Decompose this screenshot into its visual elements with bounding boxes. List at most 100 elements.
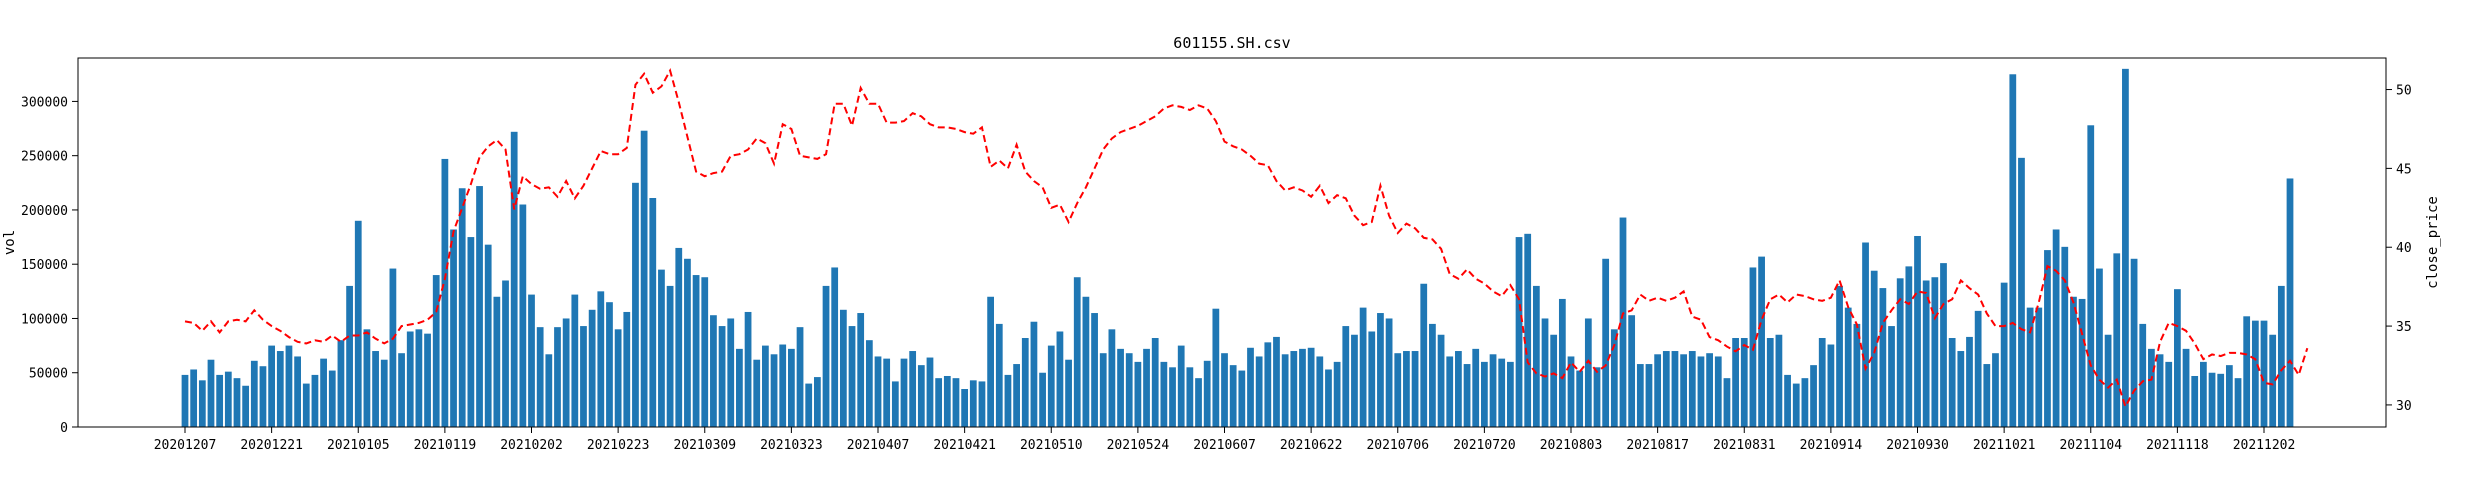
y2-tick-label: 30 <box>2396 399 2412 414</box>
volume-bar <box>398 353 405 427</box>
y2-tick-label: 50 <box>2396 84 2412 99</box>
volume-bar <box>1905 266 1913 427</box>
volume-bar <box>1377 313 1384 427</box>
volume-bar <box>337 340 345 427</box>
volume-bar <box>632 182 639 427</box>
volume-bar <box>1801 378 1809 427</box>
x-tick-label: 20211202 <box>2233 438 2296 453</box>
volume-bar <box>294 356 301 427</box>
volume-bar <box>1515 237 1523 427</box>
volume-bar <box>1186 367 1194 427</box>
x-tick-label: 20210817 <box>1626 438 1689 453</box>
volume-bar <box>1498 358 1506 427</box>
volume-bar <box>2251 320 2259 427</box>
volume-bar <box>2122 68 2129 427</box>
volume-bar <box>1948 338 1956 427</box>
volume-bar <box>1974 310 1982 427</box>
y-tick-label: 150000 <box>21 258 68 273</box>
volume-bar <box>865 340 873 427</box>
volume-bar <box>1697 356 1705 427</box>
volume-bar <box>198 380 206 427</box>
y-tick-label: 200000 <box>21 204 68 219</box>
volume-bar <box>406 331 414 427</box>
y-tick-label: 0 <box>60 421 68 436</box>
volume-bar <box>658 269 665 427</box>
volume-bar <box>1030 321 1038 427</box>
volume-bar <box>978 381 986 427</box>
volume-bar <box>1896 278 1904 427</box>
volume-bar <box>1818 338 1826 427</box>
volume-bar <box>1238 370 1246 427</box>
volume-bar <box>1481 361 1488 427</box>
volume-bar <box>1359 307 1367 427</box>
volume-bar <box>606 302 613 427</box>
volume-bar <box>1966 336 1973 427</box>
x-tick-label: 20210914 <box>1800 438 1863 453</box>
volume-bar <box>1264 342 1272 427</box>
volume-bar <box>1853 323 1861 427</box>
volume-bar <box>805 383 813 427</box>
volume-bar <box>701 277 709 427</box>
volume-bar <box>285 345 293 427</box>
volume-bar <box>1463 364 1471 427</box>
x-tick-label: 20210706 <box>1366 438 1429 453</box>
volume-bar <box>1385 318 1393 427</box>
volume-bar <box>1169 367 1176 427</box>
volume-bar <box>190 369 198 427</box>
x-tick-label: 20210930 <box>1886 438 1949 453</box>
volume-bar <box>493 296 501 427</box>
volume-bar <box>1610 329 1618 427</box>
volume-bar <box>2234 378 2242 427</box>
volume-bar <box>1827 344 1835 427</box>
volume-bar <box>1775 334 1783 427</box>
volume-bar <box>1992 353 1999 427</box>
volume-bar <box>354 220 362 427</box>
volume-bar <box>545 354 553 427</box>
volume-bar <box>1870 270 1878 427</box>
volume-bar <box>736 348 743 427</box>
x-tick-label: 20210421 <box>933 438 996 453</box>
volume-bar <box>1195 378 1202 427</box>
volume-bar <box>2200 361 2207 427</box>
volume-bar <box>1325 369 1332 427</box>
volume-bar <box>1177 345 1185 427</box>
volume-bar <box>2078 298 2086 427</box>
volume-bar <box>1723 378 1731 427</box>
volume-bar <box>1394 353 1402 427</box>
volume-bar <box>1576 370 1584 427</box>
volume-bar <box>1420 283 1428 427</box>
volume-bar <box>1212 308 1220 427</box>
volume-bar <box>917 365 925 427</box>
volume-bar <box>1844 307 1852 427</box>
volume-bar <box>839 309 847 427</box>
volume-bar <box>926 357 934 427</box>
volume-bar <box>2182 348 2190 427</box>
volume-bar <box>2096 268 2103 427</box>
x-tick-label: 20211021 <box>1973 438 2036 453</box>
volume-bar <box>1836 285 1843 427</box>
volume-bar <box>1688 351 1696 427</box>
volume-bar <box>1004 374 1012 427</box>
volume-bar <box>441 158 449 427</box>
volume-bar <box>744 311 752 427</box>
volume-bar <box>762 345 769 427</box>
y-tick-label: 300000 <box>21 95 68 110</box>
volume-bars <box>181 68 2294 428</box>
volume-bar <box>1143 348 1150 427</box>
volume-bar <box>883 358 891 427</box>
volume-bar <box>1160 361 1168 427</box>
right-axis-label: close_price <box>2425 196 2441 289</box>
volume-bar <box>1281 354 1289 427</box>
x-tick-label: 20210119 <box>414 438 477 453</box>
y2-tick-label: 45 <box>2396 162 2412 177</box>
volume-bar <box>1489 354 1497 427</box>
volume-bar <box>311 374 319 427</box>
volume-bar <box>1021 338 1029 427</box>
volume-bar <box>380 359 388 427</box>
volume-bar <box>320 358 327 427</box>
volume-bar <box>935 378 943 427</box>
volume-bar <box>2113 253 2121 427</box>
volume-bar <box>2052 229 2060 427</box>
volume-bar <box>1706 353 1713 427</box>
volume-bar <box>1047 345 1055 427</box>
